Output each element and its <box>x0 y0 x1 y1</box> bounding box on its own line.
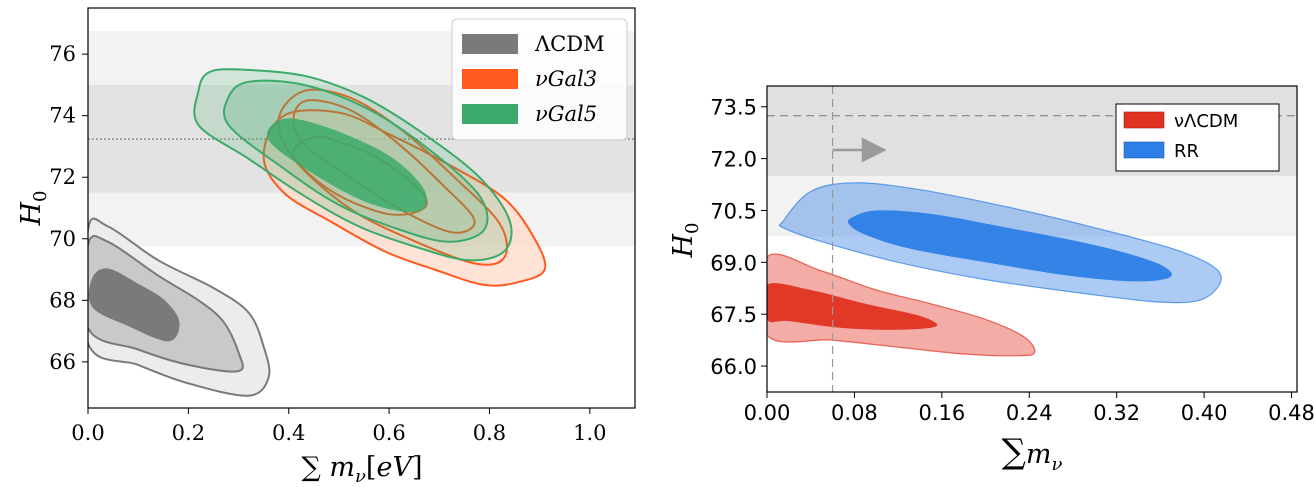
left-xtick-label: 0.4 <box>272 421 305 445</box>
right-ytick-label: 69.0 <box>710 251 757 275</box>
legend-swatch-ngal3 <box>462 69 518 89</box>
left-series-cdm <box>88 217 271 397</box>
left-contours <box>88 68 547 397</box>
right-ytick-label: 67.5 <box>710 303 757 327</box>
legend-swatch-nulcdm <box>1123 111 1165 129</box>
left-xtick-label: 1.0 <box>573 421 606 445</box>
right-xtick-label: 0.48 <box>1268 401 1314 425</box>
right-ytick-label: 73.5 <box>710 96 757 120</box>
left-contour-gal5-inner <box>267 118 428 212</box>
left-ytick-label: 72 <box>49 165 76 189</box>
left-xtick-label: 0.8 <box>473 421 506 445</box>
right-xtick-label: 0.32 <box>1093 401 1140 425</box>
legend-swatch-lcdm <box>462 34 518 54</box>
right-contour-cdm-outer <box>767 253 1036 357</box>
right-contour-cdm-inner <box>767 283 938 330</box>
right-contour-rr-inner <box>847 210 1172 282</box>
right-ytick-label: 72.0 <box>710 148 757 172</box>
legend-label-lcdm: ΛCDM <box>534 32 605 56</box>
right-legend: νΛCDM RR <box>1115 103 1280 172</box>
left-ticks: 0.0 0.2 0.4 0.6 0.8 1.0 66 68 70 72 74 76 <box>49 42 606 445</box>
legend-label-ngal5: νGal5 <box>535 102 597 126</box>
right-x-axis-label: ∑mν <box>1002 432 1063 475</box>
left-plot-frame <box>87 7 636 409</box>
right-contours <box>767 182 1222 357</box>
left-x-axis-label: ∑ mν[eV] <box>302 452 423 487</box>
right-xtick-label: 0.24 <box>1006 401 1053 425</box>
right-xtick-label: 0.08 <box>831 401 878 425</box>
right-xtick-label: 0.16 <box>918 401 965 425</box>
legend-swatch-rr <box>1123 141 1165 159</box>
left-y-axis-label: H0 <box>16 191 51 227</box>
left-series-gal5 <box>193 68 513 262</box>
left-ytick-label: 68 <box>49 288 76 312</box>
left-xtick-label: 0.6 <box>372 421 405 445</box>
left-ytick-label: 76 <box>49 42 76 66</box>
right-y-axis-label: H0 <box>668 223 703 259</box>
left-xtick-label: 0.2 <box>172 421 205 445</box>
left-chart: 0.0 0.2 0.4 0.6 0.8 1.0 66 68 70 72 74 76 ΛCDM νGal… <box>16 7 636 487</box>
legend-swatch-ngal5 <box>462 104 518 124</box>
right-ytick-label: 66.0 <box>710 355 757 379</box>
legend-label-nulcdm: νΛCDM <box>1174 111 1238 132</box>
legend-label-ngal3: νGal3 <box>535 67 597 91</box>
right-ytick-label: 70.5 <box>710 199 757 223</box>
right-plot-frame <box>766 85 1298 393</box>
right-chart: 0.00 0.08 0.16 0.24 0.32 0.40 0.48 66.0 67.5 69.0… <box>668 85 1314 475</box>
left-ytick-label: 66 <box>49 350 76 374</box>
left-legend: ΛCDM νGal3 νGal5 <box>451 18 628 141</box>
right-series-cdm <box>767 253 1036 357</box>
left-ytick-label: 70 <box>49 227 76 251</box>
right-ticks: 0.00 0.08 0.16 0.24 0.32 0.40 0.48 66.0 67.5 69.0… <box>710 96 1314 425</box>
left-contour-cdm-inner <box>88 268 180 342</box>
right-xtick-label: 0.00 <box>744 401 791 425</box>
legend-label-rr: RR <box>1174 141 1199 162</box>
right-xtick-label: 0.40 <box>1181 401 1228 425</box>
left-ytick-label: 74 <box>49 104 76 128</box>
left-xtick-label: 0.0 <box>71 421 104 445</box>
right-series-rr <box>778 182 1222 304</box>
right-reference-lines <box>767 86 1297 392</box>
